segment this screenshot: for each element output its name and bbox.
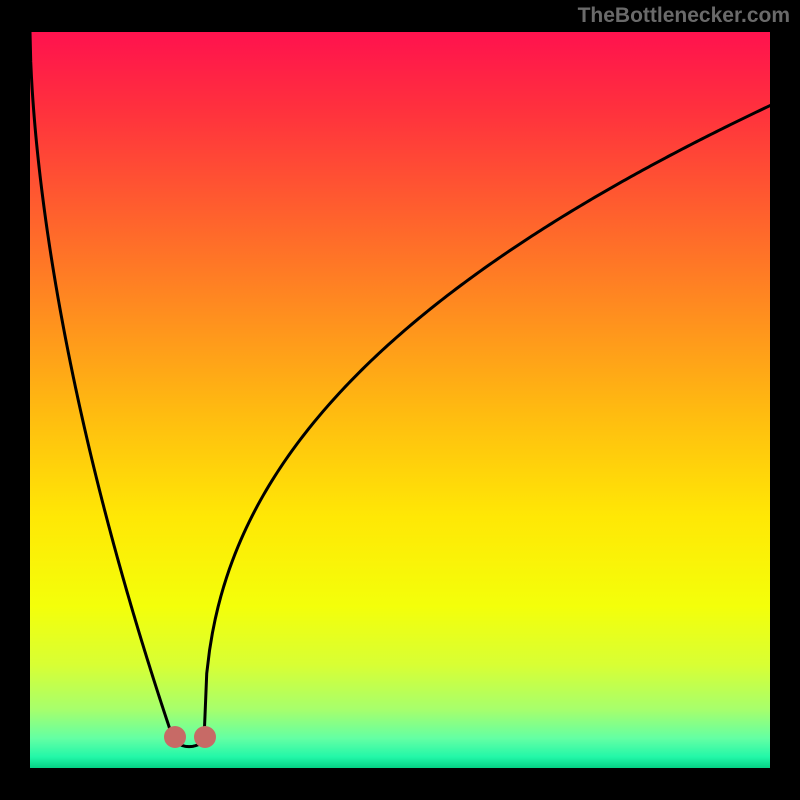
bottleneck-curve — [30, 32, 770, 768]
valley-marker-1 — [164, 726, 186, 748]
watermark-text: TheBottlenecker.com — [578, 4, 790, 28]
border-left — [0, 0, 30, 800]
valley-marker-2 — [194, 726, 216, 748]
plot-area — [30, 32, 770, 768]
border-bottom — [0, 768, 800, 800]
border-right — [770, 0, 800, 800]
chart-frame: TheBottlenecker.com — [0, 0, 800, 800]
